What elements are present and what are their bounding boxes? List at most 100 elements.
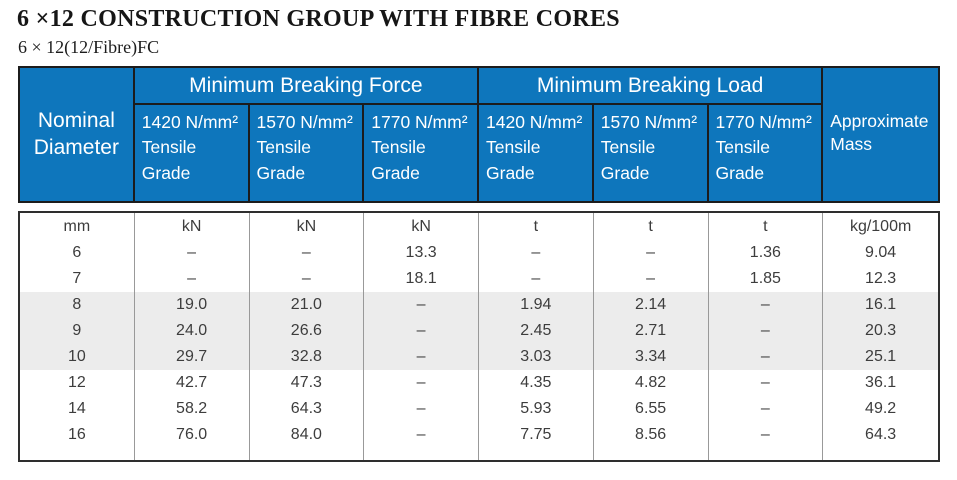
table-row: 8 19.0 21.0–1.94 2.14–16.1	[20, 292, 938, 318]
table-cell: 4.35	[479, 370, 594, 396]
table-row: 9 24.0 26.6–2.45 2.71–20.3	[20, 318, 938, 344]
header-load-grade-1770: 1770 N/mm² Tensile Grade	[709, 105, 824, 201]
table-cell: –	[135, 266, 250, 292]
table-row: 6– –13.3– –1.36 9.04	[20, 240, 938, 266]
table-cell: 4.82	[594, 370, 709, 396]
table-cell: –	[250, 266, 365, 292]
table-cell: –	[594, 266, 709, 292]
table-row: 16 76.0 84.0–7.75 8.56–64.3	[20, 422, 938, 448]
table-cell: 12.3	[865, 270, 897, 287]
table-cell: –	[250, 240, 365, 266]
table-cell: –	[364, 422, 479, 448]
table-cell: 29.7	[135, 344, 250, 370]
table-cell: 6.55	[594, 396, 709, 422]
table-cell: 58.2	[135, 396, 250, 422]
table-cell: –	[479, 240, 594, 266]
table-cell: 2.71	[594, 318, 709, 344]
table-cell: 3.34	[594, 344, 709, 370]
table-cell: 1.85	[709, 266, 824, 292]
table-cell: 18.1	[364, 266, 479, 292]
header-force-grade-1770: 1770 N/mm² Tensile Grade	[364, 105, 479, 201]
table-cell: 24.0	[135, 318, 250, 344]
table-cell: 26.6	[250, 318, 365, 344]
filler-cell	[709, 448, 824, 460]
table-cell: 64.3	[250, 396, 365, 422]
table-cell: 12	[20, 370, 135, 396]
table-cell: 76.0	[135, 422, 250, 448]
table-cell: kN	[364, 213, 479, 240]
table-cell: 6	[20, 240, 135, 266]
table-cell: kN	[250, 213, 365, 240]
table-row: 7– –18.1– –1.85 12.3	[20, 266, 938, 292]
table-cell: 5.93	[479, 396, 594, 422]
table-cell: –	[364, 318, 479, 344]
table-cell: –	[709, 292, 824, 318]
table-cell: 14	[20, 396, 135, 422]
table-cell: 47.3	[250, 370, 365, 396]
table-cell: 49.2	[865, 400, 897, 417]
table-row: 12 42.7 47.3–4.35 4.82–36.1	[20, 370, 938, 396]
page-title: 6 ×12 CONSTRUCTION GROUP WITH FIBRE CORE…	[17, 6, 620, 32]
table-cell: 2.45	[479, 318, 594, 344]
table-header: Nominal Diameter Minimum Breaking Force …	[18, 66, 940, 203]
table-cell: 3.03	[479, 344, 594, 370]
filler-row	[20, 448, 938, 460]
header-force-grade-1570: 1570 N/mm² Tensile Grade	[250, 105, 365, 201]
table-cell: 25.1	[865, 348, 897, 365]
table-cell: –	[364, 292, 479, 318]
table-cell: 1.36	[709, 240, 824, 266]
filler-cell	[250, 448, 365, 460]
filler-cell	[479, 448, 594, 460]
header-minimum-breaking-load: Minimum Breaking Load	[479, 68, 824, 105]
filler-cell	[364, 448, 479, 460]
table-cell: 36.1	[865, 374, 897, 391]
table-cell: –	[479, 266, 594, 292]
table-cell: 7.75	[479, 422, 594, 448]
table-cell: kg/100m	[849, 217, 912, 235]
filler-cell	[823, 448, 938, 460]
table-cell: –	[594, 240, 709, 266]
table-cell: 84.0	[250, 422, 365, 448]
table-cell: 21.0	[250, 292, 365, 318]
table-cell: 9	[20, 318, 135, 344]
table-cell: –	[709, 422, 824, 448]
table-cell: 2.14	[594, 292, 709, 318]
table-cell: 9.04	[865, 244, 897, 261]
table-row: 14 58.2 64.3–5.93 6.55–49.2	[20, 396, 938, 422]
table-body: mm kN kN kN t t t kg/100m 6– –13.3– –1.36 9.04 7– –18…	[18, 211, 940, 462]
filler-cell	[20, 448, 135, 460]
table-cell: 7	[20, 266, 135, 292]
table-cell: –	[364, 370, 479, 396]
table-cell: t	[594, 213, 709, 240]
table-cell: t	[479, 213, 594, 240]
table-cell: 42.7	[135, 370, 250, 396]
header-load-grade-1570: 1570 N/mm² Tensile Grade	[594, 105, 709, 201]
table-cell: –	[709, 318, 824, 344]
table-cell: 10	[20, 344, 135, 370]
table-cell: –	[709, 396, 824, 422]
header-load-grade-1420: 1420 N/mm² Tensile Grade	[479, 105, 594, 201]
table-cell: t	[709, 213, 824, 240]
units-row: mm kN kN kN t t t kg/100m	[20, 213, 938, 240]
header-force-grade-1420: 1420 N/mm² Tensile Grade	[135, 105, 250, 201]
table-cell: 8	[20, 292, 135, 318]
table-cell: –	[709, 370, 824, 396]
table-cell: –	[709, 344, 824, 370]
table-cell: 20.3	[865, 322, 897, 339]
table-cell: 1.94	[479, 292, 594, 318]
table-cell: 16	[20, 422, 135, 448]
header-approximate-mass: Approximate Mass	[830, 111, 929, 154]
table-cell: –	[364, 396, 479, 422]
table-cell: 13.3	[364, 240, 479, 266]
header-nominal-diameter: Nominal Diameter	[20, 68, 135, 201]
header-minimum-breaking-force: Minimum Breaking Force	[134, 68, 479, 105]
table-row: 10 29.7 32.8–3.03 3.34–25.1	[20, 344, 938, 370]
table-cell: 8.56	[594, 422, 709, 448]
filler-cell	[135, 448, 250, 460]
table-cell: kN	[135, 213, 250, 240]
table-cell: 64.3	[865, 426, 897, 443]
filler-cell	[594, 448, 709, 460]
table-cell: –	[135, 240, 250, 266]
table-cell: 19.0	[135, 292, 250, 318]
